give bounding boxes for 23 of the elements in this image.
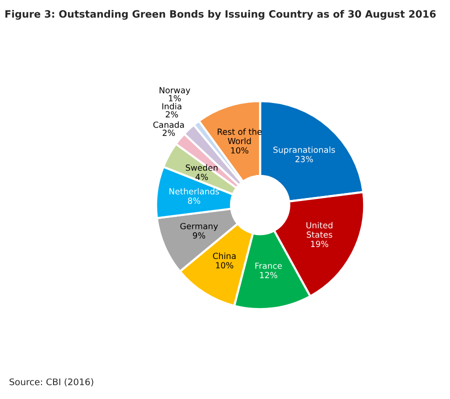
slice-label: Canada [153,121,184,128]
source-note: Source: CBI (2016) [10,378,94,386]
data-label: 2% [166,111,178,118]
data-label: 19% [311,240,328,248]
slice-label: Supranationals [273,146,335,155]
data-label: 2% [162,130,175,136]
data-label: 1% [168,95,181,102]
data-label: 23% [295,156,313,162]
slice-label: France [255,262,282,269]
chart-title: Figure 3: Outstanding Green Bonds by Issuing Country as of 30 August 2016 [5,10,436,20]
data-label: 8% [188,198,200,204]
slice-label: India [162,102,182,110]
slice-label: Norway [160,87,190,95]
slice-label: Sweden [186,164,218,171]
slice-label: Netherlands [169,188,220,194]
data-label: 10% [216,262,234,268]
data-label: 12% [260,272,278,278]
slice-label: Germany [180,222,218,231]
data-label: 9% [192,232,206,239]
data-label: 10% [231,147,248,154]
slice-label: United States [306,222,332,238]
data-label: 4% [196,174,208,180]
slice-label: China [212,252,236,260]
